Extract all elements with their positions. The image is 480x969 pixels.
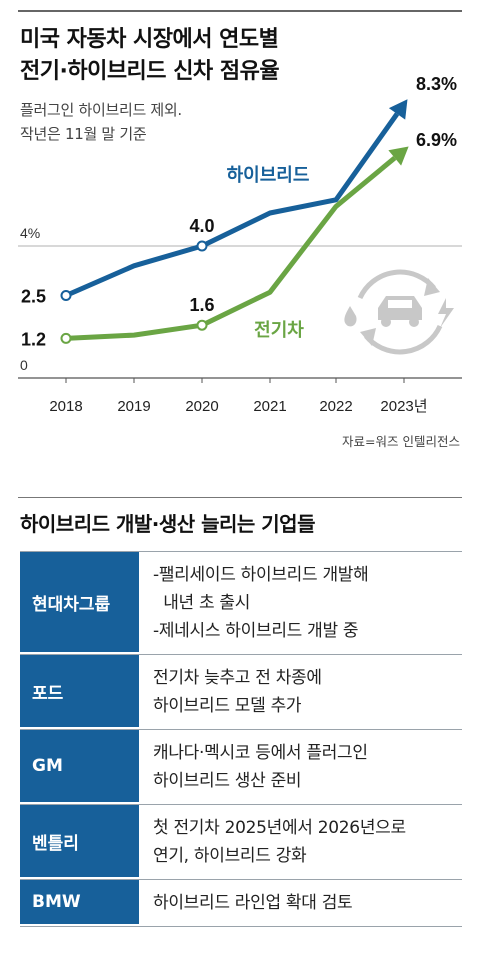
icon-arrow-top [357,269,436,300]
description-line: 연기, 하이브리드 강화 [153,846,307,866]
table-row: 벤틀리 첫 전기차 2025년에서 2026년으로 연기, 하이브리드 강화 [20,805,462,880]
series-name-label: 하이브리드 [227,165,310,186]
description-line: 첫 전기차 2025년에서 2026년으로 [153,818,406,838]
icon-car-wheel [409,317,419,327]
description-line: 내년 초 출시 [153,593,251,613]
series-line [65,156,397,341]
companies-table: 현대차그룹 -팰리세이드 하이브리드 개발해 내년 초 출시 -제네시스 하이브리드… [20,551,462,927]
company-name: 현대차그룹 [20,552,139,654]
page-subtitle: 플러그인 하이브리드 제외. 작년은 11월 말 기준 [20,98,182,146]
icon-arrowhead-top [424,278,440,296]
icon-fuel-drop [344,306,357,327]
description-line: 하이브리드 생산 준비 [153,771,302,791]
data-label: 1.2 [21,329,46,349]
table-row: 현대차그룹 -팰리세이드 하이브리드 개발해 내년 초 출시 -제네시스 하이브리드… [20,551,462,655]
data-point [196,240,208,252]
company-description: -팰리세이드 하이브리드 개발해 내년 초 출시 -제네시스 하이브리드 개발 중 [139,552,462,654]
car-hybrid-icon [344,269,454,355]
subtitle-line-2: 작년은 11월 말 기준 [20,125,147,143]
icon-bolt [438,298,454,328]
x-tick-label: 2019 [117,398,150,415]
icon-car-wheel [381,317,391,327]
y-tick-label: 4% [20,225,40,241]
top-rule [18,10,462,12]
title-line-2: 전기·하이브리드 신차 점유율 [20,59,280,84]
x-tick-label: 2020 [185,398,218,415]
source-note: 자료=워즈 인텔리전스 [342,434,460,449]
x-tick-label: 2021 [253,398,286,415]
description-line: 하이브리드 라인업 확대 검토 [153,893,353,913]
company-name: GM [20,730,139,804]
data-label: 6.9% [416,130,457,150]
company-name: 벤틀리 [20,805,139,879]
description-line: 캐나다·멕시코 등에서 플러그인 [153,743,368,763]
series-name-label: 전기차 [254,320,304,341]
description-line: 전기차 늦추고 전 차종에 [153,668,322,688]
companies-title: 하이브리드 개발·생산 늘리는 기업들 [20,512,316,536]
data-label: 2.5 [21,287,46,307]
table-row: BMW 하이브리드 라인업 확대 검토 [20,880,462,927]
data-label: 4.0 [189,216,214,236]
icon-arrowhead-bottom [360,328,376,346]
description-line: -제네시스 하이브리드 개발 중 [153,621,359,641]
data-point [60,290,72,301]
description-line: 하이브리드 모델 추가 [153,696,302,716]
series-line [64,112,400,298]
table-row: 포드 전기차 늦추고 전 차종에 하이브리드 모델 추가 [20,655,462,730]
company-description: 하이브리드 라인업 확대 검토 [139,880,462,926]
icon-arrow-bottom [364,324,443,355]
description-line: -팰리세이드 하이브리드 개발해 [153,565,369,585]
x-tick-label: 2018 [49,398,82,415]
table-row: GM 캐나다·멕시코 등에서 플러그인 하이브리드 생산 준비 [20,730,462,805]
data-label: 8.3% [416,74,457,94]
company-name: 포드 [20,655,139,729]
section-rule [18,497,462,498]
series-arrowhead [388,99,408,120]
data-point [196,319,208,331]
series-arrowhead [388,146,409,166]
y-tick-label: 0 [20,357,28,373]
x-tick-label: 2022 [319,398,352,415]
line-chart: 0 4% 2018 2019 2020 2021 2022 2023년 2.5 4.0 8.3% 하이… [18,74,462,415]
icon-car-window [388,300,412,308]
subtitle-line-1: 플러그인 하이브리드 제외. [20,101,182,119]
page-title: 미국 자동차 시장에서 연도별 전기·하이브리드 신차 점유율 [20,24,280,88]
data-point [60,332,72,344]
title-line-1: 미국 자동차 시장에서 연도별 [20,27,279,52]
x-tick-label: 2023년 [380,398,427,415]
company-name: BMW [20,880,139,926]
data-label: 1.6 [189,295,214,315]
